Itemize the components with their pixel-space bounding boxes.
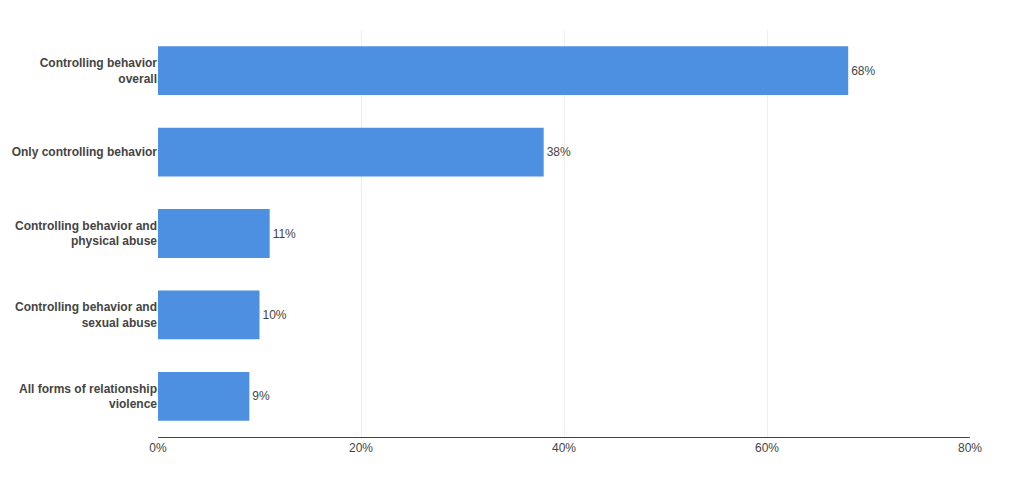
svg-text:Controlling behavior andphysic: Controlling behavior andphysical abuse <box>15 219 157 249</box>
svg-text:38%: 38% <box>547 145 571 159</box>
svg-text:80%: 80% <box>958 441 982 455</box>
svg-text:Controlling behavioroverall: Controlling behavioroverall <box>40 56 158 86</box>
svg-text:0%: 0% <box>149 441 167 455</box>
svg-text:All forms of relationshipviole: All forms of relationshipviolence <box>19 382 157 412</box>
svg-text:68%: 68% <box>851 64 875 78</box>
svg-text:20%: 20% <box>349 441 373 455</box>
svg-text:40%: 40% <box>552 441 576 455</box>
svg-text:10%: 10% <box>263 308 287 322</box>
svg-text:Only controlling behavior: Only controlling behavior <box>12 145 158 159</box>
svg-text:9%: 9% <box>252 389 270 403</box>
svg-text:60%: 60% <box>755 441 779 455</box>
svg-text:11%: 11% <box>273 227 296 241</box>
svg-text:Controlling behavior andsexual: Controlling behavior andsexual abuse <box>15 300 157 330</box>
